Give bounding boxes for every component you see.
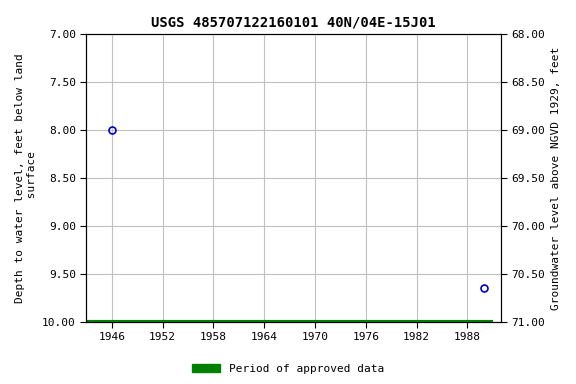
Y-axis label: Groundwater level above NGVD 1929, feet: Groundwater level above NGVD 1929, feet [551, 46, 561, 310]
Y-axis label: Depth to water level, feet below land
 surface: Depth to water level, feet below land su… [15, 53, 37, 303]
Title: USGS 485707122160101 40N/04E-15J01: USGS 485707122160101 40N/04E-15J01 [151, 15, 436, 29]
Legend: Period of approved data: Period of approved data [188, 359, 388, 379]
